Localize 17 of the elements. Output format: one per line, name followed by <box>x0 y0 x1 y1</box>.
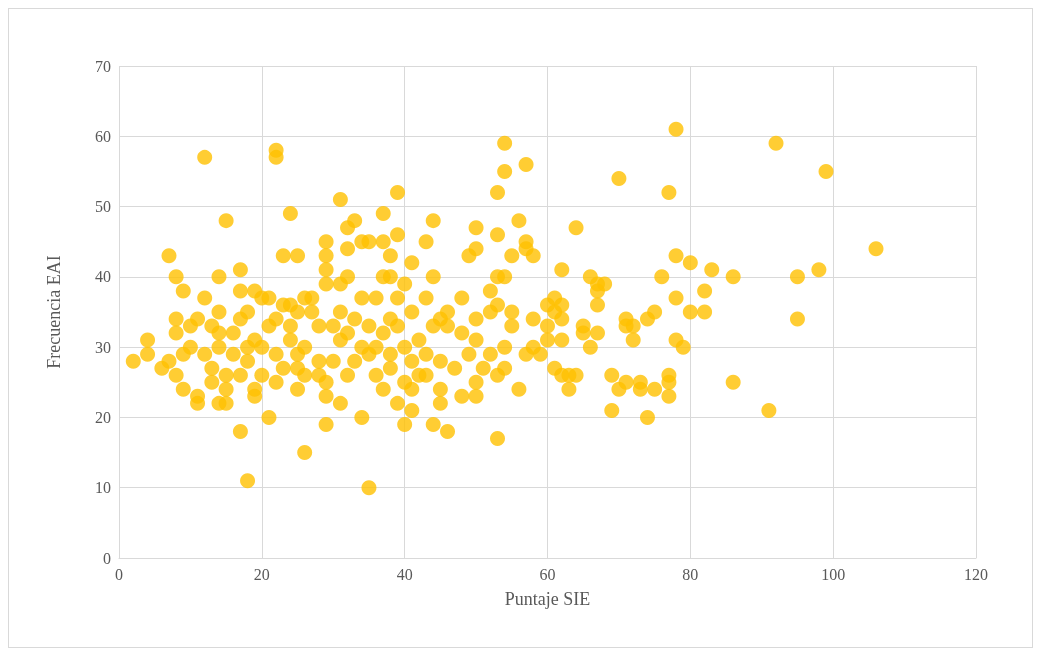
x-tick-label: 120 <box>964 565 988 583</box>
x-axis-title: Puntaje SIE <box>504 589 591 609</box>
x-tick-label: 100 <box>821 565 846 583</box>
x-tick-label: 0 <box>115 565 123 583</box>
x-tick-label: 80 <box>682 565 699 583</box>
y-tick-label: 10 <box>95 479 111 497</box>
y-tick-label: 0 <box>103 549 111 567</box>
y-axis-title: Frecuencia EAI <box>44 255 64 369</box>
y-tick-label: 70 <box>95 57 111 75</box>
y-tick-label: 20 <box>95 408 111 426</box>
y-tick-label: 40 <box>95 268 111 286</box>
y-tick-label: 60 <box>95 127 111 145</box>
y-tick-label: 30 <box>95 338 111 356</box>
y-tick-label: 50 <box>95 198 111 216</box>
x-tick-label: 40 <box>396 565 413 583</box>
x-tick-label: 60 <box>539 565 556 583</box>
x-tick-label: 20 <box>253 565 270 583</box>
